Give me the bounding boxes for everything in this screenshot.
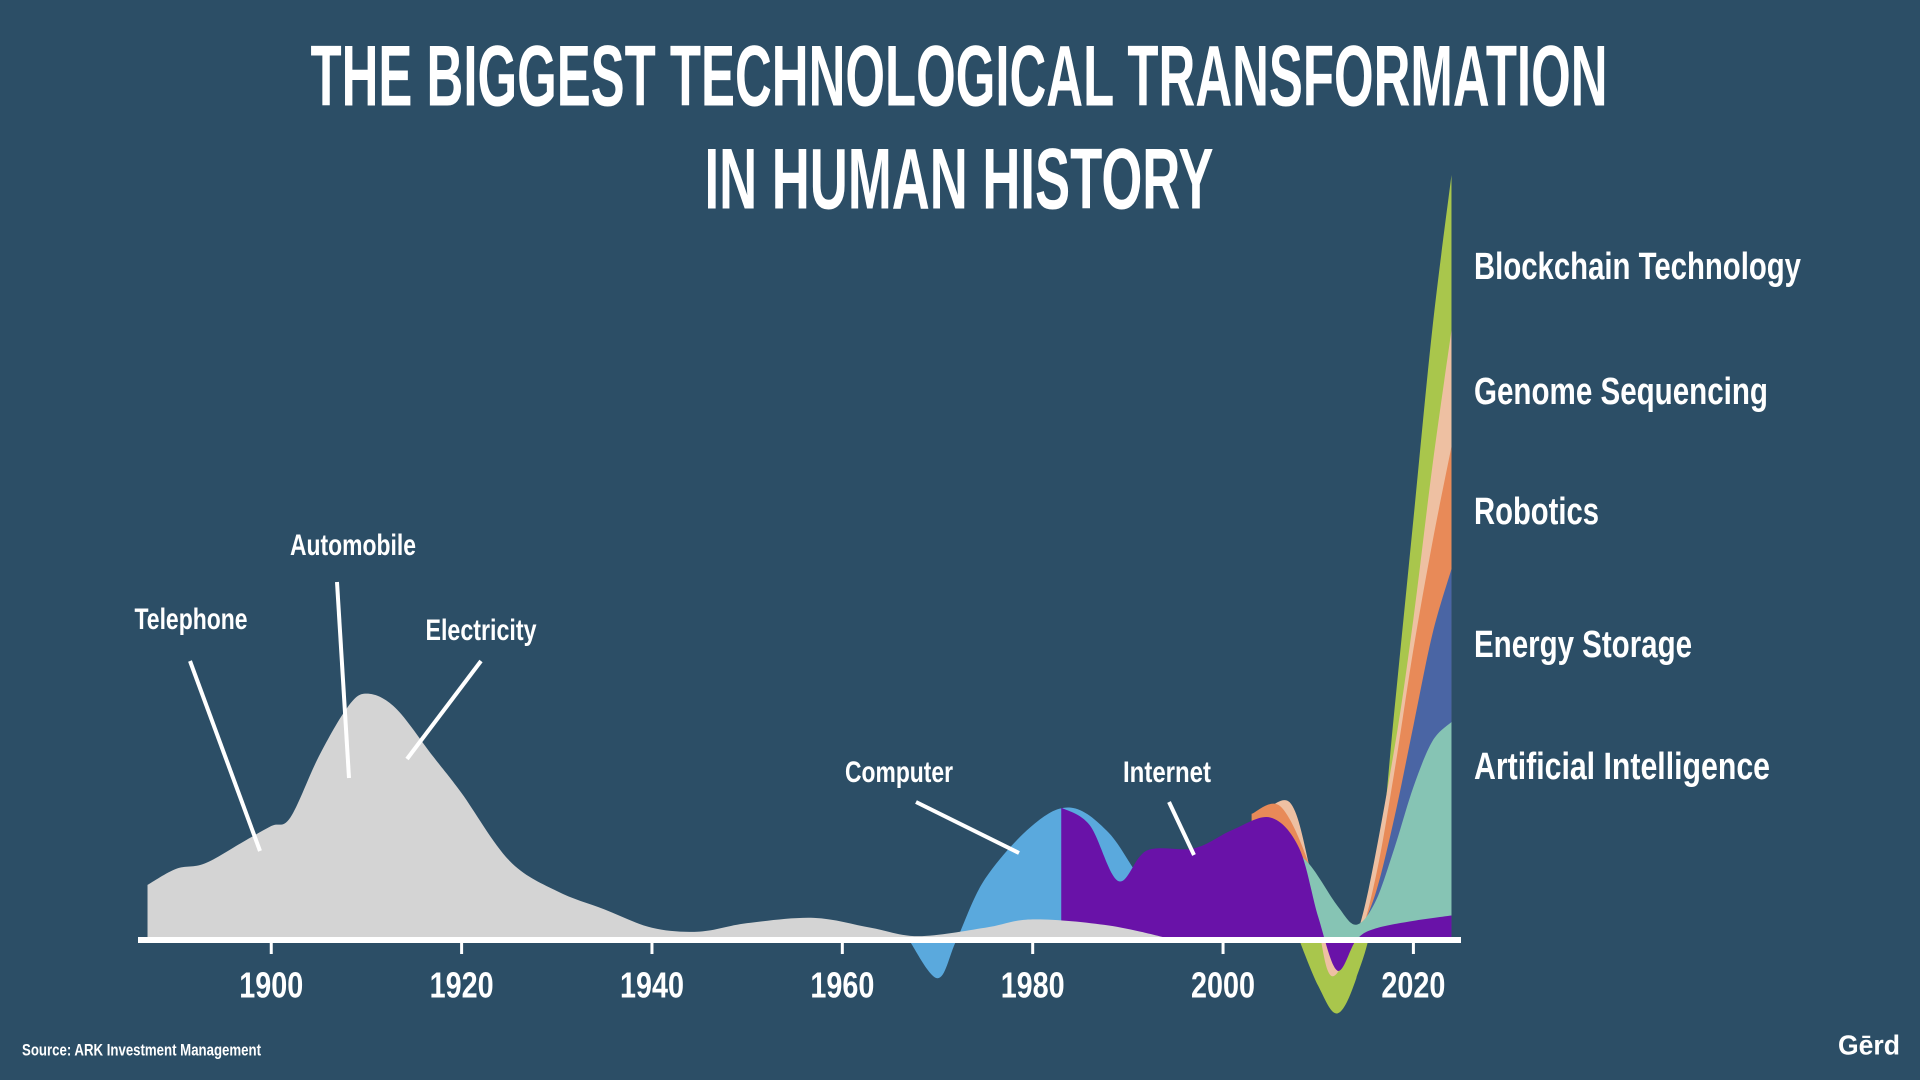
legend-label: Energy Storage: [1474, 624, 1692, 666]
annotation-label: Internet: [1123, 756, 1211, 789]
brand-logo: Gērd: [1838, 1029, 1900, 1060]
annotation-label: Telephone: [135, 603, 248, 636]
annotation-label: Computer: [845, 756, 953, 789]
annotation-pointer: [405, 659, 483, 761]
x-tick-label: 1980: [1001, 965, 1065, 1006]
x-tick-label: 1920: [430, 965, 494, 1006]
legend-label: Genome Sequencing: [1474, 371, 1768, 413]
x-tick-label: 1940: [620, 965, 684, 1006]
annotation-label: Automobile: [290, 529, 416, 562]
x-tick-label: 2020: [1381, 965, 1445, 1006]
source-note: Source: ARK Investment Management: [22, 1040, 261, 1059]
area: [1061, 807, 1452, 971]
x-tick-label: 1900: [239, 965, 303, 1006]
annotation-pointer: [335, 581, 351, 779]
chart-title: THE BIGGEST TECHNOLOGICAL TRANSFORMATION: [311, 29, 1608, 125]
legend-label: Robotics: [1474, 491, 1599, 533]
area: [1280, 721, 1452, 940]
x-tick-label: 2000: [1191, 965, 1255, 1006]
annotation-label: Electricity: [426, 614, 537, 647]
annotation-pointer: [915, 800, 1020, 855]
chart-title: IN HUMAN HISTORY: [705, 132, 1214, 228]
legend-label: Artificial Intelligence: [1474, 746, 1770, 788]
x-tick-label: 1960: [810, 965, 874, 1006]
annotation-pointer: [188, 660, 262, 852]
annotation-pointer: [1167, 801, 1196, 856]
area: [147, 693, 1176, 940]
legend-label: Blockchain Technology: [1474, 246, 1801, 288]
